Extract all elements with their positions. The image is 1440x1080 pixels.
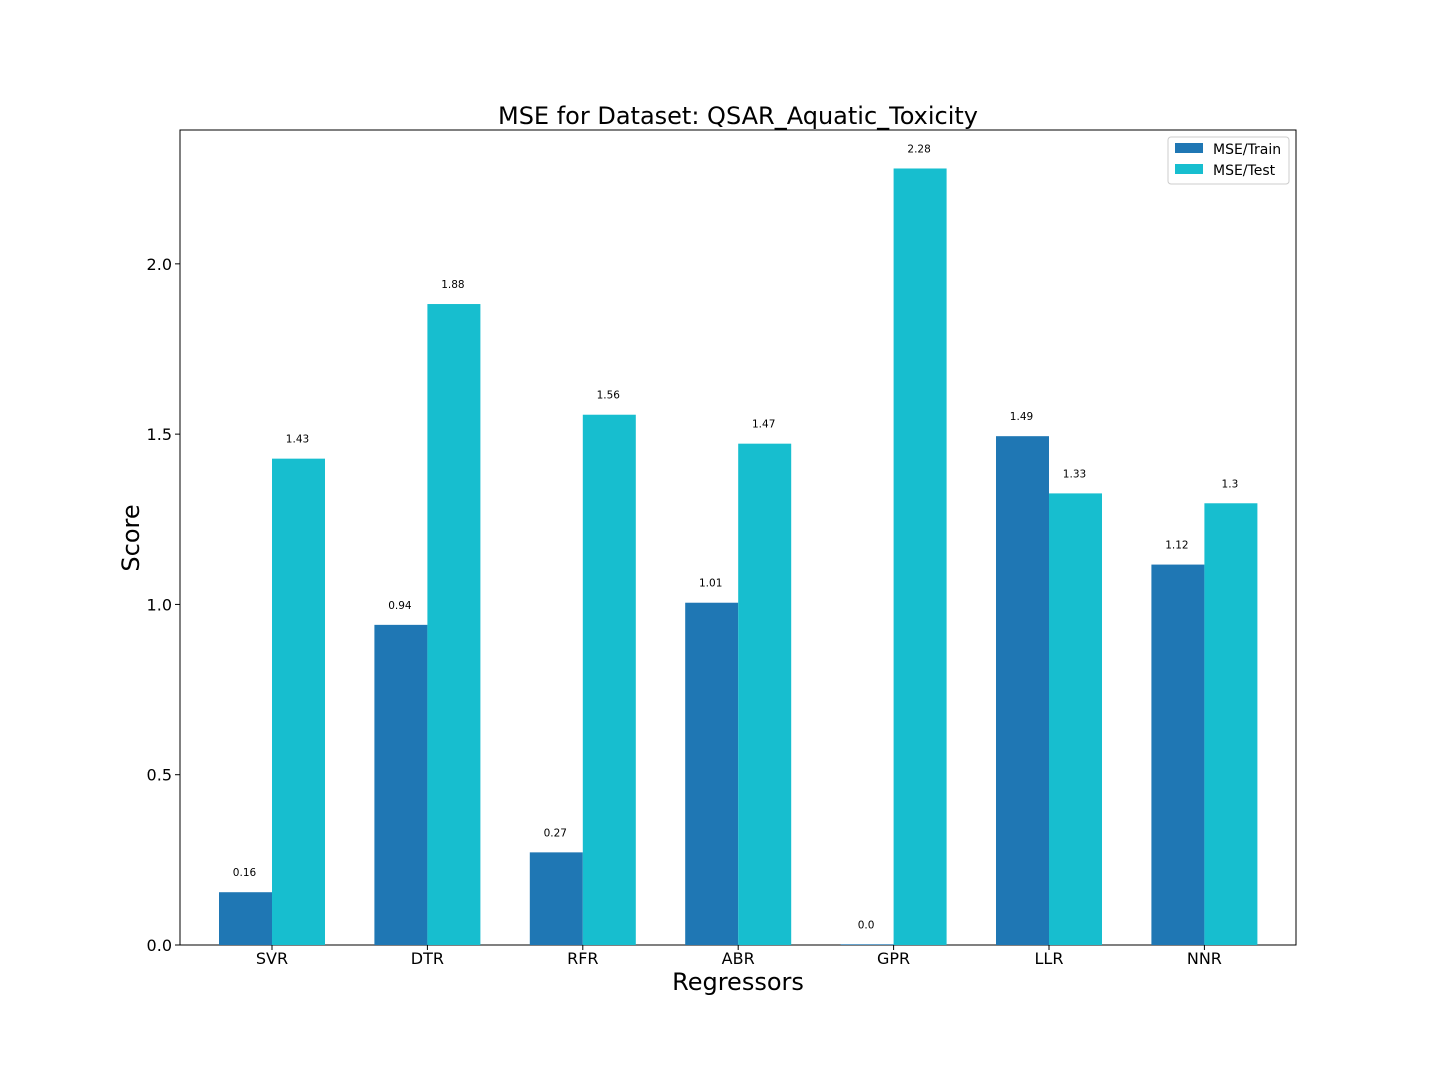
bar-value-label: 1.43 [286,434,309,446]
bar-labels-group: 0.16 1.43 0.94 1.88 0.27 1.56 1.01 1.47 0.0 2.28 1… [233,143,1238,931]
y-tick-label: 0.5 [147,766,172,785]
bar-dtr-test [427,304,481,946]
x-axis-title: Regressors [672,968,804,996]
chart-title: MSE for Dataset: QSAR_Aquatic_Toxicity [498,102,978,130]
bar-abr-train [685,602,739,945]
bar-nnr-test [1204,503,1258,945]
bar-svr-train [219,892,272,945]
legend: MSE/Train MSE/Test [1167,136,1290,185]
bar-value-label: 0.94 [388,600,412,612]
bar-llr-test [1049,493,1102,945]
bar-dtr-train [374,624,428,945]
bar-value-label: 1.3 [1222,478,1239,490]
y-tick-label: 0.0 [147,936,172,955]
bar-rfr-train [529,852,583,945]
x-tick-label: SVR [256,949,288,968]
bar-gpr-test [893,168,947,945]
bar-value-label: 1.33 [1063,468,1086,480]
bar-value-label: 1.56 [597,390,621,402]
x-tick-label: NNR [1187,949,1222,968]
y-axis: 0.0 0.5 1.0 1.5 2.0 [147,255,180,955]
y-axis-title: Score [117,504,145,571]
bar-value-label: 0.16 [233,867,257,879]
legend-swatch-train [1175,143,1203,153]
bar-value-label: 1.88 [441,279,464,291]
x-tick-label: GPR [877,949,910,968]
bar-rfr-test [582,414,636,945]
bar-value-label: 1.12 [1165,540,1188,552]
y-tick-label: 1.0 [147,595,172,614]
legend-swatch-test [1175,164,1203,174]
bar-value-label: 1.01 [699,578,722,590]
bar-llr-train [996,436,1049,945]
legend-label-test: MSE/Test [1213,163,1276,179]
x-axis: SVR DTR RFR ABR GPR LLR NNR [256,945,1222,968]
bar-svr-test [272,458,325,945]
bar-value-label: 0.27 [544,827,567,839]
bars-group [219,168,1258,946]
y-tick-label: 1.5 [147,425,172,444]
bar-value-label: 0.0 [858,919,875,931]
x-tick-label: LLR [1035,949,1064,968]
bar-abr-test [738,443,792,945]
x-tick-label: DTR [411,949,444,968]
x-tick-label: ABR [722,949,755,968]
bar-value-label: 1.47 [752,419,775,431]
bar-value-label: 1.49 [1010,411,1033,423]
bar-gpr-train [840,944,894,945]
bar-nnr-train [1151,564,1205,945]
bar-value-label: 2.28 [907,143,930,155]
legend-label-train: MSE/Train [1213,142,1281,158]
x-tick-label: RFR [567,949,598,968]
y-tick-label: 2.0 [147,255,172,274]
